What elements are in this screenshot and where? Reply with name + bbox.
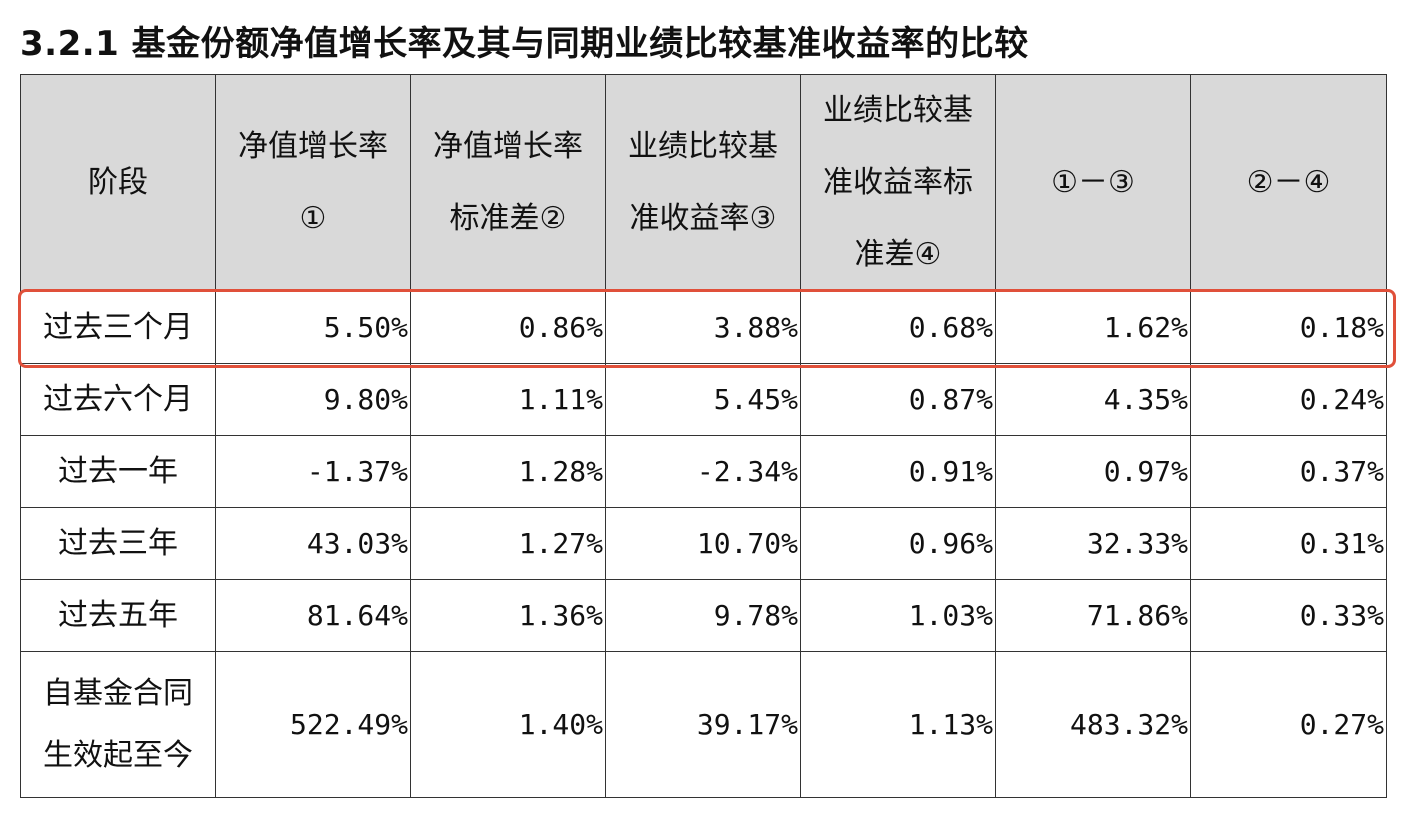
stage-cell: 过去一年	[20, 435, 216, 508]
stage-cell: 自基金合同 生效起至今	[20, 651, 216, 798]
stage-cell: 过去三年	[20, 507, 216, 580]
value-cell: 0.96%	[800, 507, 996, 580]
header-benchmark-std: 业绩比较基 准收益率标 准差④	[800, 74, 996, 292]
value-cell: 39.17%	[605, 651, 801, 798]
header-benchmark-return: 业绩比较基 准收益率③	[605, 74, 801, 292]
value-cell: 0.68%	[800, 291, 996, 364]
header-diff-2-4: ②－④	[1190, 74, 1387, 292]
value-cell: 1.11%	[410, 363, 606, 436]
table-row: 过去五年 81.64% 1.36% 9.78% 1.03% 71.86% 0.3…	[20, 579, 1387, 652]
value-cell: 0.97%	[995, 435, 1191, 508]
value-cell: 0.24%	[1190, 363, 1387, 436]
value-cell: 43.03%	[215, 507, 411, 580]
header-row: 阶段 净值增长率 ① 净值增长率 标准差② 业绩比较基 准收益率③ 业绩比较基 准收益率…	[20, 74, 1387, 292]
value-cell: 0.37%	[1190, 435, 1387, 508]
header-nav-growth: 净值增长率 ①	[215, 74, 411, 292]
value-cell: 483.32%	[995, 651, 1191, 798]
value-cell: 0.31%	[1190, 507, 1387, 580]
value-cell: 0.86%	[410, 291, 606, 364]
value-cell: -1.37%	[215, 435, 411, 508]
section-title: 3.2.1 基金份额净值增长率及其与同期业绩比较基准收益率的比较	[20, 24, 1029, 64]
value-cell: 1.62%	[995, 291, 1191, 364]
value-cell: 1.28%	[410, 435, 606, 508]
value-cell: 10.70%	[605, 507, 801, 580]
header-diff-1-3: ①－③	[995, 74, 1191, 292]
value-cell: 9.80%	[215, 363, 411, 436]
value-cell: 1.13%	[800, 651, 996, 798]
value-cell: 1.03%	[800, 579, 996, 652]
header-nav-growth-std: 净值增长率 标准差②	[410, 74, 606, 292]
stage-cell: 过去六个月	[20, 363, 216, 436]
table-row: 过去三个月 5.50% 0.86% 3.88% 0.68% 1.62% 0.18…	[20, 291, 1387, 364]
value-cell: 0.27%	[1190, 651, 1387, 798]
value-cell: 5.50%	[215, 291, 411, 364]
stage-cell: 过去三个月	[20, 291, 216, 364]
value-cell: 0.33%	[1190, 579, 1387, 652]
value-cell: 81.64%	[215, 579, 411, 652]
value-cell: 32.33%	[995, 507, 1191, 580]
table-row: 过去六个月 9.80% 1.11% 5.45% 0.87% 4.35% 0.24…	[20, 363, 1387, 436]
value-cell: 0.91%	[800, 435, 996, 508]
value-cell: 0.18%	[1190, 291, 1387, 364]
table-row: 过去一年 -1.37% 1.28% -2.34% 0.91% 0.97% 0.3…	[20, 435, 1387, 508]
table-row: 自基金合同 生效起至今 522.49% 1.40% 39.17% 1.13% 4…	[20, 651, 1387, 798]
value-cell: -2.34%	[605, 435, 801, 508]
value-cell: 1.36%	[410, 579, 606, 652]
performance-table: 阶段 净值增长率 ① 净值增长率 标准差② 业绩比较基 准收益率③ 业绩比较基 准收益率…	[20, 74, 1387, 798]
value-cell: 3.88%	[605, 291, 801, 364]
value-cell: 0.87%	[800, 363, 996, 436]
value-cell: 522.49%	[215, 651, 411, 798]
stage-cell: 过去五年	[20, 579, 216, 652]
value-cell: 71.86%	[995, 579, 1191, 652]
value-cell: 1.27%	[410, 507, 606, 580]
value-cell: 9.78%	[605, 579, 801, 652]
table-row: 过去三年 43.03% 1.27% 10.70% 0.96% 32.33% 0.…	[20, 507, 1387, 580]
header-stage: 阶段	[20, 74, 216, 292]
value-cell: 4.35%	[995, 363, 1191, 436]
value-cell: 1.40%	[410, 651, 606, 798]
value-cell: 5.45%	[605, 363, 801, 436]
